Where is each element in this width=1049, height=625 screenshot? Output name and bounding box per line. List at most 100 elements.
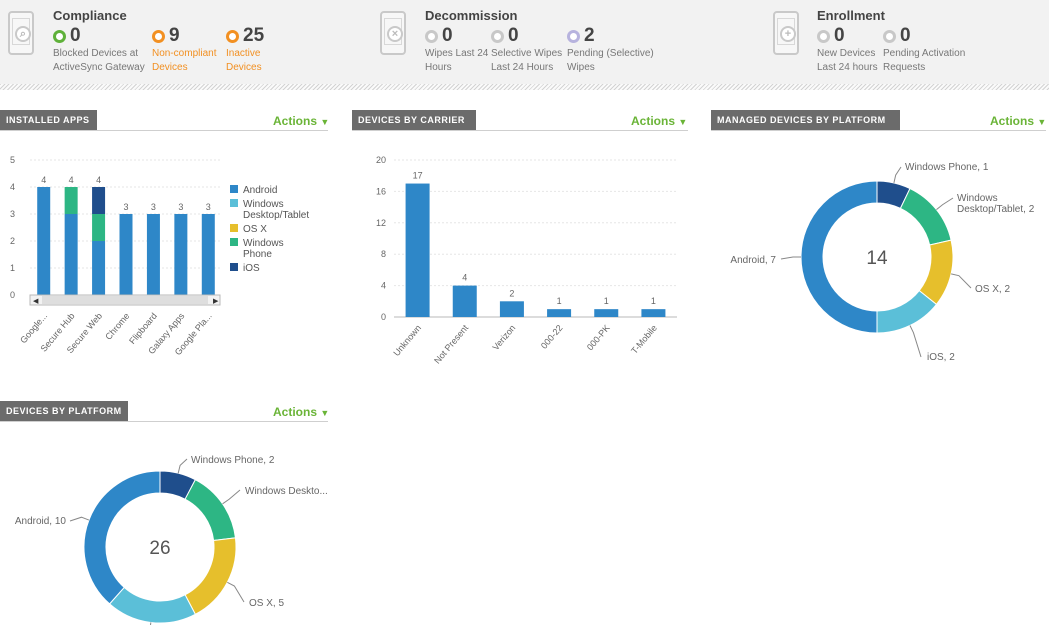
label-leader — [222, 489, 241, 505]
scroll-right-icon: ▶ — [213, 298, 219, 305]
bar-segment — [37, 187, 51, 295]
panel-divider — [352, 130, 688, 131]
donut-slice — [108, 586, 196, 624]
status-dot-icon — [491, 29, 504, 43]
y-tick-label: 5 — [10, 155, 15, 165]
slice-label: Windows — [957, 193, 998, 204]
stat-pending-wipes[interactable]: 2 Pending (Selective) Wipes — [567, 25, 654, 73]
decommission-phone-icon: × — [380, 11, 406, 55]
donut-slice — [899, 187, 952, 246]
data-label: 4 — [41, 175, 46, 185]
panel-divider — [0, 421, 328, 422]
y-tick-label: 1 — [10, 263, 15, 273]
summary-bar: ⌕ Compliance 0 Blocked Devices at Active… — [0, 0, 1049, 84]
installed-apps-actions-button[interactable]: Actions ▼ — [273, 114, 330, 128]
label-leader — [893, 166, 902, 184]
legend-label: iOS — [243, 263, 260, 274]
bar — [594, 309, 619, 317]
data-label: 1 — [604, 296, 609, 306]
devices-by-platform-donut: Windows Phone, 2 Windows Deskto... OS X, 5… — [15, 455, 328, 625]
donut-slice — [800, 180, 878, 334]
label-leader — [177, 458, 188, 474]
legend-label: OS X — [243, 224, 267, 235]
managed-devices-by-platform-title: MANAGED DEVICES BY PLATFORM — [711, 110, 900, 130]
legend-label: Android — [243, 185, 277, 196]
divider-stripe — [0, 84, 1049, 90]
status-dot-icon — [567, 29, 580, 43]
y-tick-label: 12 — [376, 218, 386, 228]
bar-segment — [92, 214, 106, 241]
status-dot-icon — [425, 29, 438, 43]
status-dot-icon — [53, 29, 66, 43]
chevron-down-icon: ▼ — [1037, 117, 1047, 127]
stat-pending-activation[interactable]: 0 Pending Activation Requests — [883, 25, 966, 73]
donut-center-value: 26 — [149, 538, 170, 559]
x-tick-label: Unknown — [391, 323, 423, 358]
devices-by-carrier-actions-button[interactable]: Actions ▼ — [631, 114, 688, 128]
stat-noncompliant-devices[interactable]: 9 Non-compliant Devices — [152, 25, 217, 73]
stat-selective-wipes-24h[interactable]: 0 Selective Wipes Last 24 Hours — [491, 25, 563, 73]
y-tick-label: 4 — [381, 281, 386, 291]
legend-label: Phone — [243, 249, 272, 260]
donut-slice — [876, 289, 938, 334]
slice-label: Windows Phone, 2 — [191, 455, 275, 466]
compliance-phone-icon: ⌕ — [8, 11, 34, 55]
devices-by-platform-actions-button[interactable]: Actions ▼ — [273, 405, 330, 419]
scrollbar-thumb — [42, 296, 208, 304]
bar — [547, 309, 572, 317]
slice-label: Windows Phone, 1 — [905, 162, 989, 173]
bar — [641, 309, 666, 317]
label-leader — [909, 325, 922, 358]
donut-center-value: 14 — [866, 248, 888, 269]
legend-label: Windows — [243, 238, 284, 249]
x-tick-label: 000-22 — [539, 323, 565, 351]
data-label: 4 — [96, 175, 101, 185]
stat-inactive-devices[interactable]: 25 Inactive Devices — [226, 25, 265, 73]
devices-by-platform-title: DEVICES BY PLATFORM — [0, 401, 128, 421]
label-leader — [227, 581, 245, 603]
bar-segment — [92, 187, 106, 214]
bar-segment — [92, 241, 106, 295]
data-label: 4 — [462, 273, 467, 283]
bar-segment — [64, 187, 78, 214]
donut-slice — [184, 537, 237, 615]
panel-divider — [711, 130, 1046, 131]
enrollment-phone-icon: + — [773, 11, 799, 55]
devices-by-carrier-chart: 0 4 8 12 16 20 17 Unknown 4 Not Present 2 Verizon 1 0… — [376, 155, 677, 366]
x-tick-label: Chrome — [103, 311, 131, 342]
stat-wipes-24h[interactable]: 0 Wipes Last 24 Hours — [425, 25, 489, 73]
data-label: 1 — [557, 296, 562, 306]
legend-swatch — [230, 238, 238, 246]
data-label: 3 — [123, 202, 128, 212]
enrollment-title: Enrollment — [817, 8, 885, 23]
legend-swatch — [230, 185, 238, 193]
x-tick-label: Not Present — [432, 322, 471, 365]
bar-segment — [201, 214, 215, 295]
label-leader — [780, 256, 801, 260]
y-tick-label: 8 — [381, 249, 386, 259]
bar-segment — [119, 214, 133, 295]
y-tick-label: 16 — [376, 186, 386, 196]
slice-label: iOS, 2 — [927, 352, 955, 363]
managed-devices-actions-button[interactable]: Actions ▼ — [990, 114, 1047, 128]
label-leader — [936, 197, 954, 211]
x-tick-label: T-Mobile — [629, 323, 659, 356]
y-tick-label: 20 — [376, 155, 386, 165]
stat-blocked-devices[interactable]: 0 Blocked Devices at ActiveSync Gateway — [53, 25, 145, 73]
legend-swatch — [230, 199, 238, 207]
slice-label: Android, 7 — [730, 255, 776, 266]
bar — [405, 183, 430, 317]
legend-label: Desktop/Tablet — [243, 210, 309, 221]
legend-label: Windows — [243, 199, 284, 210]
stat-new-devices[interactable]: 0 New Devices Last 24 hours — [817, 25, 878, 73]
y-tick-label: 2 — [10, 236, 15, 246]
status-dot-icon — [152, 29, 165, 43]
data-label: 3 — [206, 202, 211, 212]
label-leader — [69, 516, 90, 522]
decommission-title: Decommission — [425, 8, 518, 23]
bar-segment — [174, 214, 188, 295]
slice-label: OS X, 2 — [975, 284, 1010, 295]
slice-label: OS X, 5 — [249, 598, 284, 609]
